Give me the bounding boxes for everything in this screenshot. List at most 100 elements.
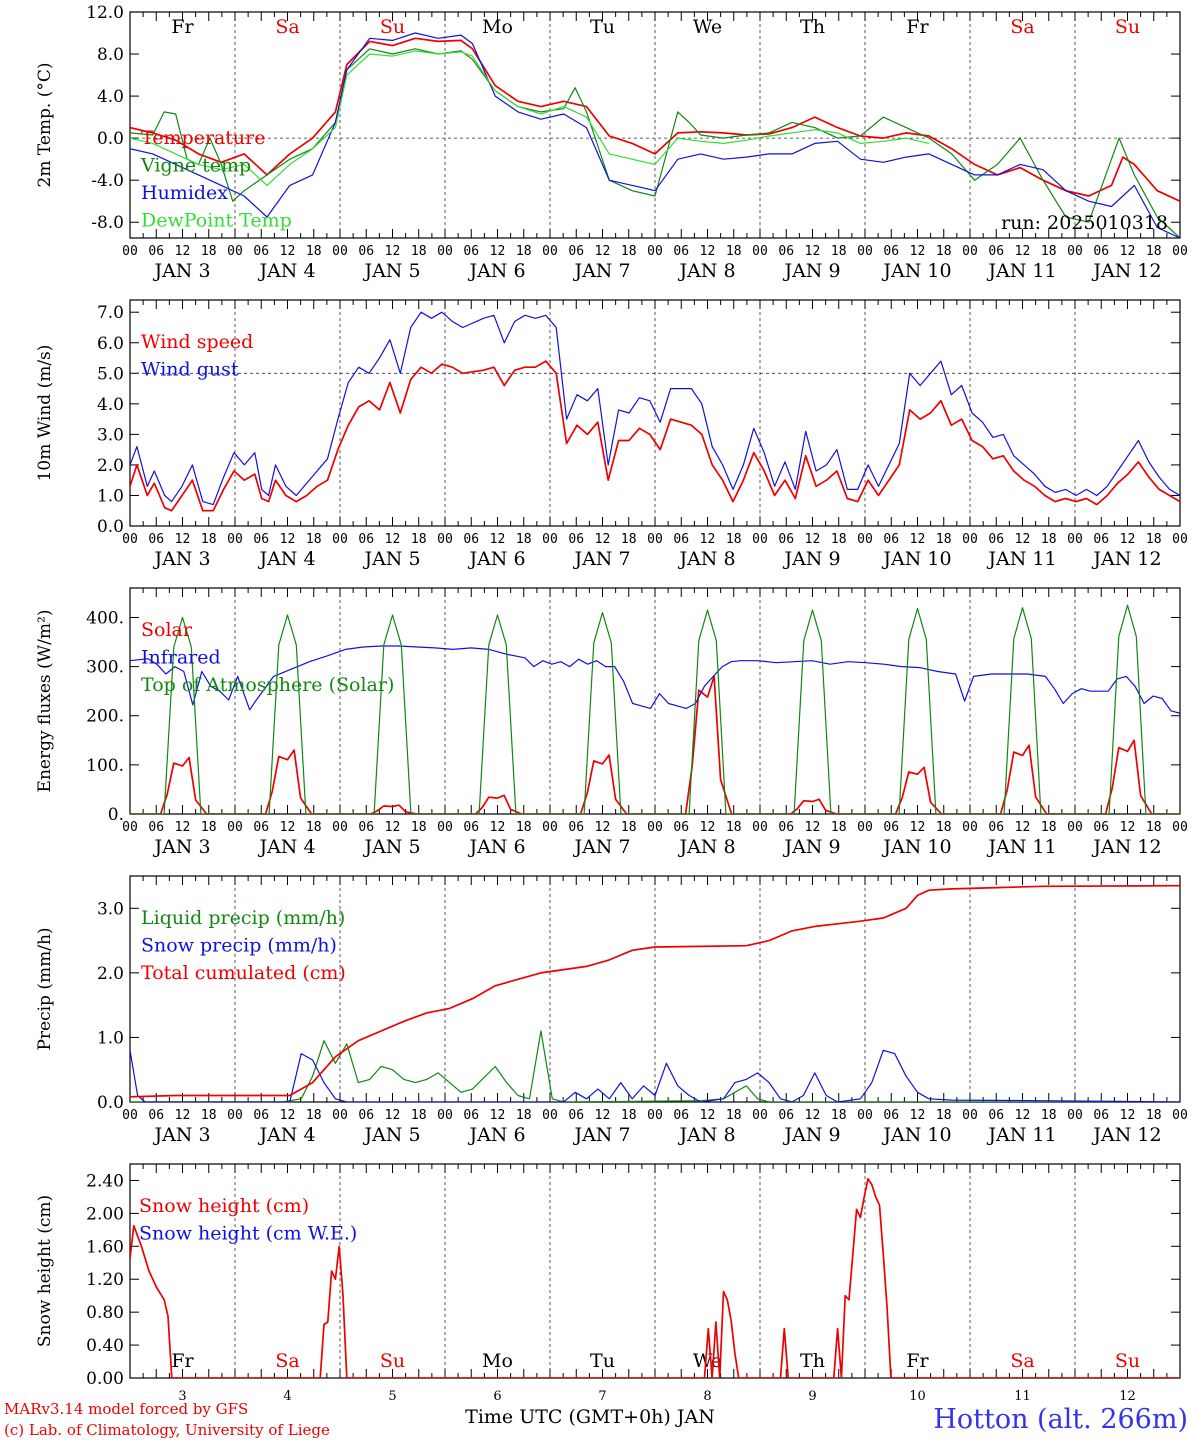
hour-tick-label: 12 [280,244,296,259]
series-group [130,604,1180,814]
hour-tick-label: 12 [700,820,716,835]
hour-tick-label: 12 [1120,1108,1136,1123]
y-tick-label: 1.0 [97,486,124,506]
hour-tick-label: 06 [253,244,269,259]
date-label: JAN 6 [467,260,525,282]
hour-tick-label: 18 [306,820,322,835]
y-tick-label: 100. [86,756,124,776]
y-tick-label: 2.0 [97,964,124,984]
hour-tick-label: 12 [175,244,191,259]
date-label: JAN 5 [362,260,420,282]
hour-tick-label: 18 [831,244,847,259]
weekday-label: Su [380,1350,405,1372]
hour-tick-label: 12 [805,532,821,547]
hour-tick-label: 06 [673,820,689,835]
hour-tick-label: 12 [385,244,401,259]
y-axis-label: 10m Wind (m/s) [35,345,55,482]
y-tick-label: -8.0 [91,213,124,233]
y-tick-label: 6.0 [97,334,124,354]
legend-entry: Infrared [141,647,221,669]
hour-tick-label: 00 [1172,532,1188,547]
hour-tick-label: 12 [280,1108,296,1123]
series-group [130,311,1180,512]
date-label: JAN 5 [362,548,420,570]
chart-panel-3: 0. 100. 200. 300. 400. Energy fluxes (W/m²) 00… [35,587,1188,858]
hour-tick-label: 00 [647,820,663,835]
hour-tick-label: 06 [358,244,374,259]
weekday-label: Fr [906,16,929,38]
hour-tick-label: 18 [1041,244,1057,259]
hour-tick-label: 18 [306,1108,322,1123]
y-tick-label: 0.0 [97,1093,124,1113]
bottom-axis-title: Time UTC (GMT+0h) JAN [465,1406,715,1428]
hour-tick-label: 00 [752,1108,768,1123]
y-tick-label: 2.0 [97,456,124,476]
hour-tick-label: 06 [463,532,479,547]
hour-tick-label: 12 [1015,1108,1031,1123]
hour-tick-label: 18 [936,820,952,835]
hour-tick-label: 18 [201,820,217,835]
weekday-label: Th [800,16,825,38]
date-label: JAN 12 [1091,836,1161,858]
series-line-top-of-atmosphere-solar [130,604,1180,814]
hour-tick-label: 00 [857,820,873,835]
hour-tick-label: 06 [778,820,794,835]
hour-tick-label: 18 [516,244,532,259]
date-label: JAN 4 [257,260,315,282]
hour-tick-label: 06 [253,532,269,547]
hour-tick-label: 12 [175,532,191,547]
hour-tick-label: 12 [700,244,716,259]
hour-tick-label: 06 [673,1108,689,1123]
date-label: JAN 7 [572,1124,630,1146]
series-group [130,1177,1180,1378]
hour-tick-label: 00 [1172,1108,1188,1123]
hour-tick-label: 06 [673,244,689,259]
date-label: JAN 3 [152,836,210,858]
hour-tick-label: 06 [778,1108,794,1123]
series-line-temperature [130,37,1180,202]
date-label: JAN 8 [677,1124,735,1146]
date-label: JAN 3 [152,260,210,282]
date-label: JAN 4 [257,548,315,570]
date-label: JAN 8 [677,836,735,858]
chart-panel-1: -8.0 -4.0 0.0 4.0 8.0 12.0 2m Temp. (°C) 00 06 12… [35,3,1188,282]
hour-tick-label: 18 [936,1108,952,1123]
hour-tick-label: 06 [988,1108,1004,1123]
hour-tick-label: 00 [332,532,348,547]
hour-tick-label: 00 [1067,532,1083,547]
hour-tick-label: 12 [805,820,821,835]
hour-tick-label: 12 [280,820,296,835]
date-label: JAN 10 [881,836,951,858]
y-tick-label: 0.00 [86,1369,124,1389]
chart-panel-2: 0.0 1.0 2.0 3.0 4.0 5.0 6.0 7.0 10m Wind (m/s) 00… [35,299,1188,570]
series-group [130,884,1180,1102]
y-tick-label: 300. [86,658,124,678]
hour-tick-label: 18 [201,532,217,547]
y-tick-label: 5.0 [97,364,124,384]
hour-tick-label: 00 [437,1108,453,1123]
hour-tick-label: 12 [385,820,401,835]
hour-tick-label: 00 [752,820,768,835]
y-tick-label: 3.0 [97,425,124,445]
hour-tick-label: 00 [437,244,453,259]
hour-tick-label: 06 [148,1108,164,1123]
hour-tick-label: 12 [385,532,401,547]
series-line-snow-precip-mm-h [130,1049,1180,1102]
hour-tick-label: 00 [227,532,243,547]
hour-tick-label: 06 [358,820,374,835]
hour-tick-label: 00 [122,820,138,835]
hour-tick-label: 12 [805,1108,821,1123]
hour-tick-label: 06 [673,532,689,547]
y-tick-label: 400. [86,608,124,628]
hour-tick-label: 12 [385,1108,401,1123]
date-label: JAN 12 [1091,260,1161,282]
hour-tick-label: 06 [568,244,584,259]
weekday-label: Th [800,1350,825,1372]
hour-tick-label: 06 [883,244,899,259]
date-label: JAN 5 [362,1124,420,1146]
hour-tick-label: 00 [542,820,558,835]
hour-tick-label: 00 [752,244,768,259]
hour-tick-label: 12 [910,244,926,259]
hour-tick-label: 12 [490,532,506,547]
hour-tick-label: 18 [621,244,637,259]
